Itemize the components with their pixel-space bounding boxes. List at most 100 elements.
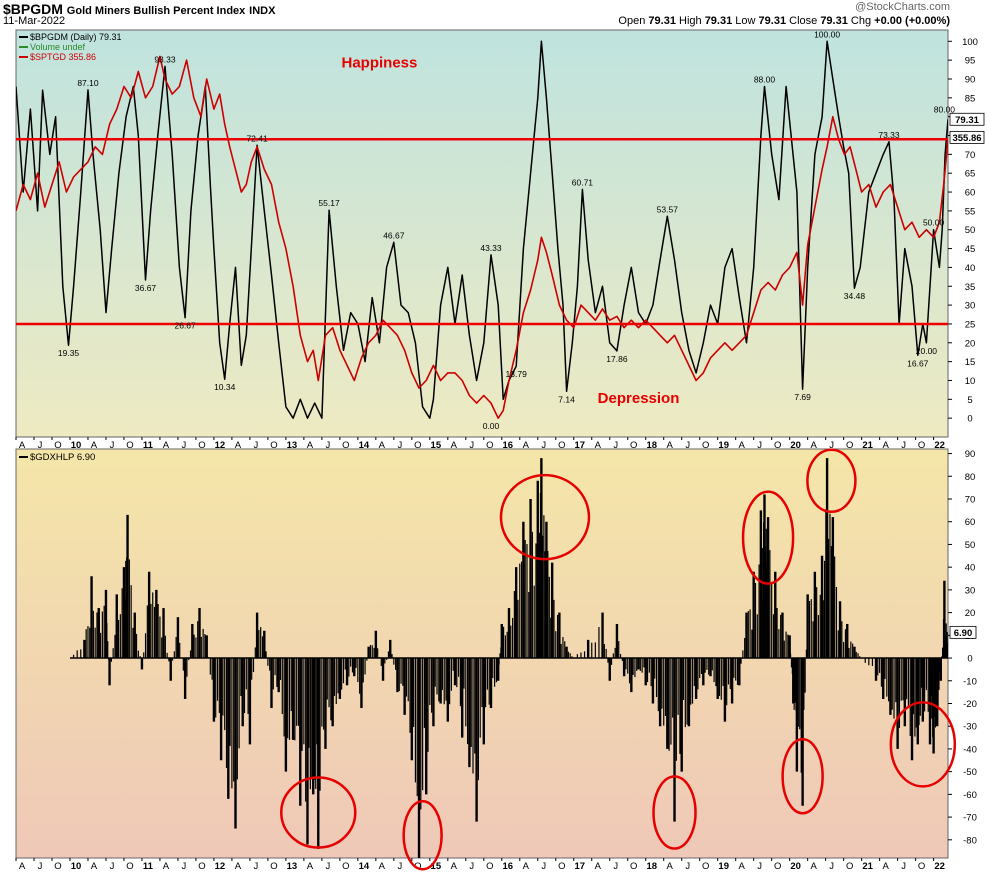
upper-ytick-label: 15 (965, 357, 976, 368)
upper-xtick-label: 16 (503, 440, 514, 451)
upper-xtick-label: 14 (359, 440, 370, 451)
upper-ytick-label: 70 (965, 150, 976, 161)
upper-xtick-label: J (182, 440, 187, 451)
legend-entry: $BPGDM (Daily) 79.31 (30, 32, 122, 42)
lower-xtick-label: 22 (934, 861, 945, 872)
data-label: 17.86 (606, 354, 628, 364)
low-value: 79.31 (758, 15, 787, 27)
data-label: 0.00 (483, 421, 500, 431)
annotation-depression: Depression (598, 390, 680, 407)
data-label: 88.00 (754, 75, 776, 85)
last-value-label: 355.86 (952, 133, 981, 144)
upper-xtick-label: 18 (646, 440, 657, 451)
upper-xtick-label: O (702, 440, 709, 451)
lower-xtick-label: A (595, 861, 602, 872)
upper-xtick-label: A (810, 440, 817, 451)
upper-xtick-label: O (918, 440, 925, 451)
upper-xtick-label: J (469, 440, 474, 451)
lower-ytick-label: 0 (967, 654, 972, 665)
last-value-box (949, 131, 985, 144)
data-label: 7.14 (558, 394, 575, 404)
lower-xtick-label: J (757, 861, 762, 872)
lower-ytick-label: -30 (963, 722, 977, 733)
data-label: 46.67 (383, 230, 405, 240)
last-value-label: 6.90 (954, 628, 973, 639)
upper-xtick-label: J (254, 440, 259, 451)
lower-ytick-label: -80 (963, 835, 977, 846)
last-value-box (949, 625, 977, 639)
lower-xtick-label: 16 (503, 861, 514, 872)
lower-xtick-label: 15 (431, 861, 442, 872)
lower-ytick-label: 20 (965, 608, 976, 619)
lower-ytick-label: 90 (965, 449, 976, 460)
lower-xtick-label: A (523, 861, 530, 872)
open-value: 79.31 (648, 15, 676, 27)
lower-xtick-label: A (810, 861, 817, 872)
upper-xtick-label: 17 (574, 440, 585, 451)
lower-xtick-label: J (541, 861, 546, 872)
upper-xtick-label: A (379, 440, 386, 451)
high-label: High (679, 15, 702, 27)
upper-xtick-label: J (38, 440, 43, 451)
highlight-circle (741, 490, 795, 585)
data-label: 55.17 (318, 198, 340, 208)
data-label: 72.41 (246, 133, 268, 143)
lower-xtick-label: A (739, 861, 746, 872)
symbol-text: $BPGDM (3, 1, 63, 17)
lower-ytick-label: -50 (963, 767, 977, 778)
close-label: Close (789, 15, 818, 27)
upper-xtick-label: A (523, 440, 530, 451)
lower-xtick-label: A (667, 861, 674, 872)
upper-xtick-label: O (198, 440, 205, 451)
upper-ytick-label: 55 (965, 206, 976, 217)
lower-xtick-label: O (774, 861, 781, 872)
data-label: 87.10 (77, 78, 99, 88)
data-label: 36.67 (135, 283, 157, 293)
lower-xtick-label: A (235, 861, 242, 872)
data-label: 53.57 (657, 204, 679, 214)
lower-xtick-label: J (685, 861, 690, 872)
chg-value: +0.00 (+0.00%) (874, 15, 950, 27)
index-name: Gold Miners Bullish Percent Index (66, 5, 246, 17)
upper-xtick-label: 21 (862, 440, 873, 451)
upper-xtick-label: 11 (143, 440, 154, 451)
upper-xtick-label: J (613, 440, 618, 451)
lower-xtick-label: J (182, 861, 187, 872)
legend-entry: $GDXHLP 6.90 (30, 452, 95, 463)
data-label: 73.33 (878, 130, 900, 140)
lower-xtick-label: 11 (143, 861, 154, 872)
lower-xtick-label: J (901, 861, 906, 872)
upper-ytick-label: 25 (965, 319, 976, 330)
lower-xtick-label: O (558, 861, 565, 872)
upper-xtick-label: O (774, 440, 781, 451)
upper-xtick-label: 15 (431, 440, 442, 451)
lower-ytick-label: 50 (965, 540, 976, 551)
upper-ytick-label: 0 (967, 414, 972, 425)
lower-ytick-label: -60 (963, 790, 977, 801)
upper-ytick-label: 20 (965, 338, 976, 349)
exchange: INDX (249, 5, 276, 17)
lower-xtick-label: J (469, 861, 474, 872)
annotation-happiness: Happiness (342, 55, 418, 72)
upper-xtick-label: 22 (934, 440, 945, 451)
data-label: 60.71 (572, 177, 594, 187)
upper-ytick-label: 5 (967, 395, 972, 406)
upper-xtick-label: O (630, 440, 637, 451)
upper-xtick-label: J (901, 440, 906, 451)
lower-plot-area (15, 448, 949, 859)
lower-xtick-label: 12 (215, 861, 226, 872)
lower-xtick-label: O (702, 861, 709, 872)
open-label: Open (618, 15, 646, 27)
upper-xtick-label: O (270, 440, 277, 451)
high-value: 79.31 (704, 15, 733, 27)
data-label: 20.00 (916, 346, 938, 356)
upper-xtick-label: O (54, 440, 61, 451)
upper-xtick-label: A (307, 440, 314, 451)
upper-xtick-label: A (163, 440, 170, 451)
upper-xtick-label: O (846, 440, 853, 451)
upper-xtick-label: A (19, 440, 26, 451)
lower-ytick-label: 60 (965, 517, 976, 528)
lower-ytick-label: -40 (963, 744, 977, 755)
upper-ytick-label: 50 (965, 225, 976, 236)
upper-xtick-label: O (558, 440, 565, 451)
